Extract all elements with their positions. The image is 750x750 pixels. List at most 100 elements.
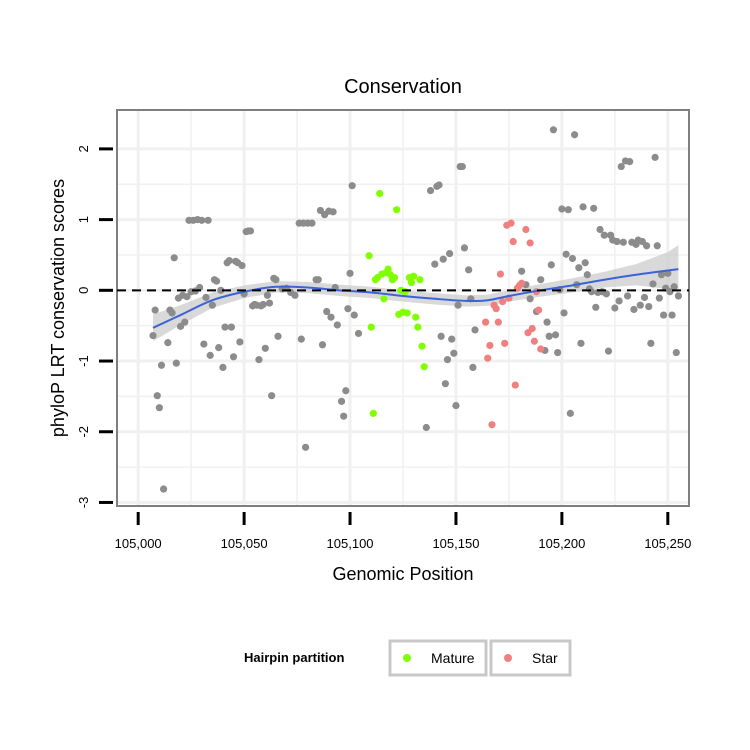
- legend: Hairpin partition Mature Star: [244, 639, 572, 677]
- point-other: [443, 356, 452, 364]
- point-other: [571, 131, 579, 139]
- point-other: [568, 254, 577, 263]
- point-other: [426, 187, 435, 195]
- point-other: [596, 225, 604, 234]
- point-other: [206, 351, 214, 359]
- legend-label-star: Star: [532, 650, 558, 666]
- point-other: [337, 397, 346, 405]
- point-other: [323, 307, 331, 316]
- point-other: [172, 359, 180, 367]
- point-other: [164, 339, 172, 347]
- point-other: [435, 181, 443, 189]
- point-other: [537, 276, 545, 284]
- point-mature: [390, 273, 399, 282]
- point-other: [291, 291, 299, 299]
- point-other: [274, 332, 282, 340]
- point-other: [437, 332, 445, 340]
- point-other: [460, 244, 469, 252]
- point-other: [238, 261, 246, 270]
- point-mature: [380, 295, 388, 303]
- point-other: [431, 260, 439, 268]
- point-other: [236, 338, 244, 346]
- point-star: [537, 345, 545, 353]
- point-other: [613, 237, 621, 246]
- point-other: [564, 206, 572, 214]
- point-other: [545, 332, 553, 340]
- point-mature: [416, 276, 424, 284]
- point-other: [649, 280, 657, 288]
- point-star: [511, 381, 519, 389]
- x-tick-label: 105,200: [538, 536, 585, 551]
- point-other: [272, 276, 280, 284]
- point-other: [543, 318, 551, 326]
- point-other: [590, 204, 598, 212]
- point-other: [314, 276, 322, 284]
- chart-title: Conservation: [344, 76, 462, 98]
- point-other: [659, 311, 668, 319]
- legend-key-star-dot: [504, 654, 512, 662]
- point-other: [183, 293, 191, 301]
- point-other: [549, 126, 558, 134]
- point-other: [229, 353, 238, 361]
- confidence-band: [153, 245, 679, 342]
- point-other: [560, 309, 568, 317]
- point-star: [534, 306, 543, 314]
- y-tick-label: -1: [76, 355, 91, 367]
- x-axis-title: Genomic Position: [332, 564, 473, 584]
- point-star: [488, 421, 496, 429]
- legend-key-star-box: [489, 639, 572, 677]
- point-other: [653, 242, 661, 250]
- point-other: [604, 347, 613, 355]
- point-star: [486, 341, 494, 350]
- point-other: [583, 271, 591, 279]
- point-other: [623, 292, 632, 300]
- legend-title: Hairpin partition: [244, 650, 344, 665]
- point-mature: [403, 309, 411, 317]
- point-other: [674, 292, 683, 300]
- point-other: [615, 297, 623, 305]
- point-other: [301, 443, 310, 451]
- legend-key-mature-dot: [403, 654, 411, 662]
- panel-border: [116, 109, 690, 507]
- point-other: [651, 153, 659, 161]
- point-other: [471, 326, 479, 334]
- point-other: [350, 311, 358, 319]
- x-tick-label: 105,100: [327, 536, 374, 551]
- point-other: [149, 331, 157, 340]
- point-other: [441, 380, 449, 388]
- point-other: [160, 485, 168, 493]
- point-other: [157, 361, 166, 369]
- point-other: [217, 286, 225, 294]
- point-star: [528, 324, 536, 333]
- point-other: [657, 271, 666, 279]
- point-other: [645, 302, 653, 311]
- point-other: [566, 409, 574, 417]
- point-other: [261, 344, 269, 352]
- point-mature: [376, 189, 384, 198]
- point-star: [494, 318, 502, 326]
- point-other: [198, 216, 206, 224]
- point-other: [458, 162, 466, 171]
- point-other: [263, 291, 272, 299]
- point-other: [619, 238, 627, 246]
- point-star: [530, 337, 538, 345]
- y-tick-label: -3: [76, 497, 91, 509]
- point-other: [155, 404, 163, 412]
- point-mature: [401, 288, 409, 296]
- point-other: [422, 423, 430, 432]
- point-other: [670, 283, 678, 291]
- point-other: [329, 208, 337, 216]
- point-star: [526, 239, 534, 247]
- point-other: [354, 329, 363, 338]
- y-tick-label: -2: [76, 426, 91, 438]
- point-other: [297, 335, 305, 343]
- smooth-line-group: [152, 268, 679, 329]
- point-other: [225, 257, 233, 265]
- point-other: [551, 331, 560, 339]
- y-tick-label: 0: [76, 287, 91, 294]
- y-axis-title: phyloP LRT conservation scores: [48, 179, 68, 437]
- point-other: [518, 267, 526, 275]
- point-other: [668, 311, 676, 319]
- point-other: [643, 242, 651, 250]
